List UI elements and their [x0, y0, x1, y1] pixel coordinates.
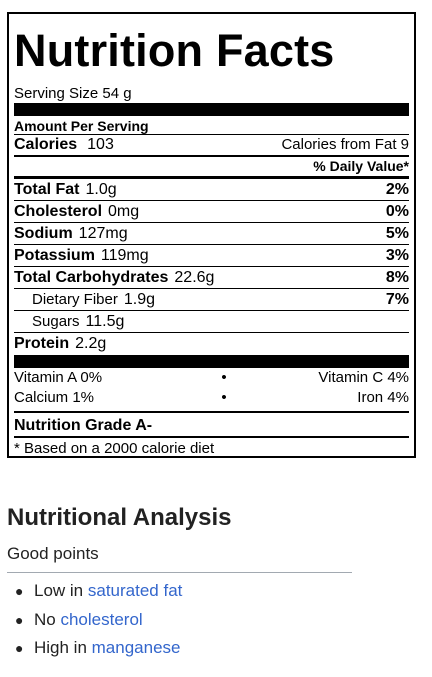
nutrient-percent: 2%	[385, 181, 409, 198]
nutrient-label: Dietary Fiber	[32, 291, 118, 308]
calories-label: Calories	[14, 136, 78, 153]
nutrient-amount: 22.6g	[174, 269, 215, 286]
point-prefix: No	[34, 609, 61, 629]
list-item: ● Low in saturated fat	[7, 577, 352, 606]
vitamin-a: Vitamin A 0%	[14, 369, 103, 386]
nutrient-row-cholesterol: Cholesterol 0mg 0%	[14, 200, 409, 222]
calories-row: Calories 103 Calories from Fat 9	[14, 134, 409, 155]
calories-value: 103	[87, 136, 114, 153]
nutrient-row-protein: Protein 2.2g	[14, 332, 409, 354]
nutrient-amount: 1.0g	[85, 181, 117, 198]
nutrient-row-total-carbohydrates: Total Carbohydrates 22.6g 8%	[14, 266, 409, 288]
nutrient-percent: 0%	[385, 203, 409, 220]
nutritional-analysis: Nutritional Analysis Good points ● Low in…	[7, 500, 352, 663]
thick-divider	[14, 355, 409, 368]
nutrition-grade: Nutrition Grade A-	[14, 415, 409, 438]
analysis-heading: Nutritional Analysis	[7, 504, 232, 531]
list-item: ● No cholesterol	[7, 606, 352, 635]
bullet-separator: •	[221, 389, 227, 406]
nutrient-row-total-fat: Total Fat 1.0g 2%	[14, 179, 409, 200]
amount-per-serving: Amount Per Serving	[14, 118, 149, 134]
point-prefix: High in	[34, 638, 92, 657]
bullet-icon: ●	[15, 611, 24, 628]
vitamin-row: Vitamin A 0% • Vitamin C 4%	[14, 368, 409, 388]
nutrition-facts-label: Nutrition Facts Serving Size 54 g Amount…	[7, 12, 416, 458]
mineral-row: Calcium 1% • Iron 4%	[14, 388, 409, 408]
nutrient-label: Total Carbohydrates	[14, 269, 169, 286]
bullet-icon: ●	[15, 583, 24, 599]
nutrient-amount: 119mg	[100, 247, 149, 264]
medium-divider	[14, 176, 409, 179]
serving-size-text: Serving Size 54 g	[14, 85, 132, 102]
nutrient-label: Cholesterol	[14, 203, 103, 220]
nutrient-row-sugars: Sugars 11.5g	[14, 310, 409, 332]
nutrient-label: Sodium	[14, 225, 73, 242]
nutrient-amount: 2.2g	[75, 335, 107, 352]
nutrient-row-dietary-fiber: Dietary Fiber 1.9g 7%	[14, 288, 409, 310]
nutrient-label: Total Fat	[14, 181, 80, 198]
nutrient-amount: 0mg	[108, 203, 140, 220]
calcium: Calcium 1%	[14, 389, 95, 406]
nutrient-percent: 7%	[385, 291, 409, 308]
nutrient-amount: 1.9g	[123, 291, 155, 308]
cholesterol-link[interactable]: cholesterol	[60, 609, 143, 629]
medium-divider	[14, 155, 409, 157]
serving-size: Serving Size 54 g	[14, 85, 409, 102]
saturated-fat-link[interactable]: saturated fat	[87, 581, 183, 600]
nutrient-row-sodium: Sodium 127mg 5%	[14, 222, 409, 244]
nutrient-amount: 127mg	[78, 225, 128, 242]
calories-from-fat: Calories from Fat 9	[281, 136, 409, 153]
nutrient-label: Protein	[14, 335, 70, 352]
nutrient-percent: 5%	[385, 225, 409, 242]
medium-divider	[14, 411, 409, 413]
nutrient-label: Potassium	[14, 247, 95, 264]
vitamin-c: Vitamin C 4%	[318, 369, 409, 386]
nutrient-label: Sugars	[32, 313, 80, 330]
point-prefix: Low in	[34, 581, 88, 600]
thick-divider	[14, 103, 409, 116]
nutrient-amount: 11.5g	[85, 313, 125, 330]
bullet-separator: •	[221, 369, 227, 386]
good-points-heading: Good points	[7, 542, 352, 573]
bullet-icon: ●	[15, 640, 24, 656]
daily-value-header: % Daily Value*	[313, 158, 409, 174]
good-points-list: ● Low in saturated fat ● No cholesterol ● H…	[7, 577, 352, 663]
nutrient-percent: 3%	[385, 247, 409, 264]
manganese-link[interactable]: manganese	[91, 638, 181, 657]
nutrient-row-potassium: Potassium 119mg 3%	[14, 244, 409, 266]
list-item: ● High in manganese	[7, 634, 352, 663]
nutrient-percent: 8%	[385, 269, 409, 286]
iron: Iron 4%	[357, 389, 409, 406]
calorie-footnote: * Based on a 2000 calorie diet	[14, 440, 215, 457]
calories-group: Calories 103	[14, 135, 114, 155]
nutrition-facts-title: Nutrition Facts	[14, 25, 335, 76]
